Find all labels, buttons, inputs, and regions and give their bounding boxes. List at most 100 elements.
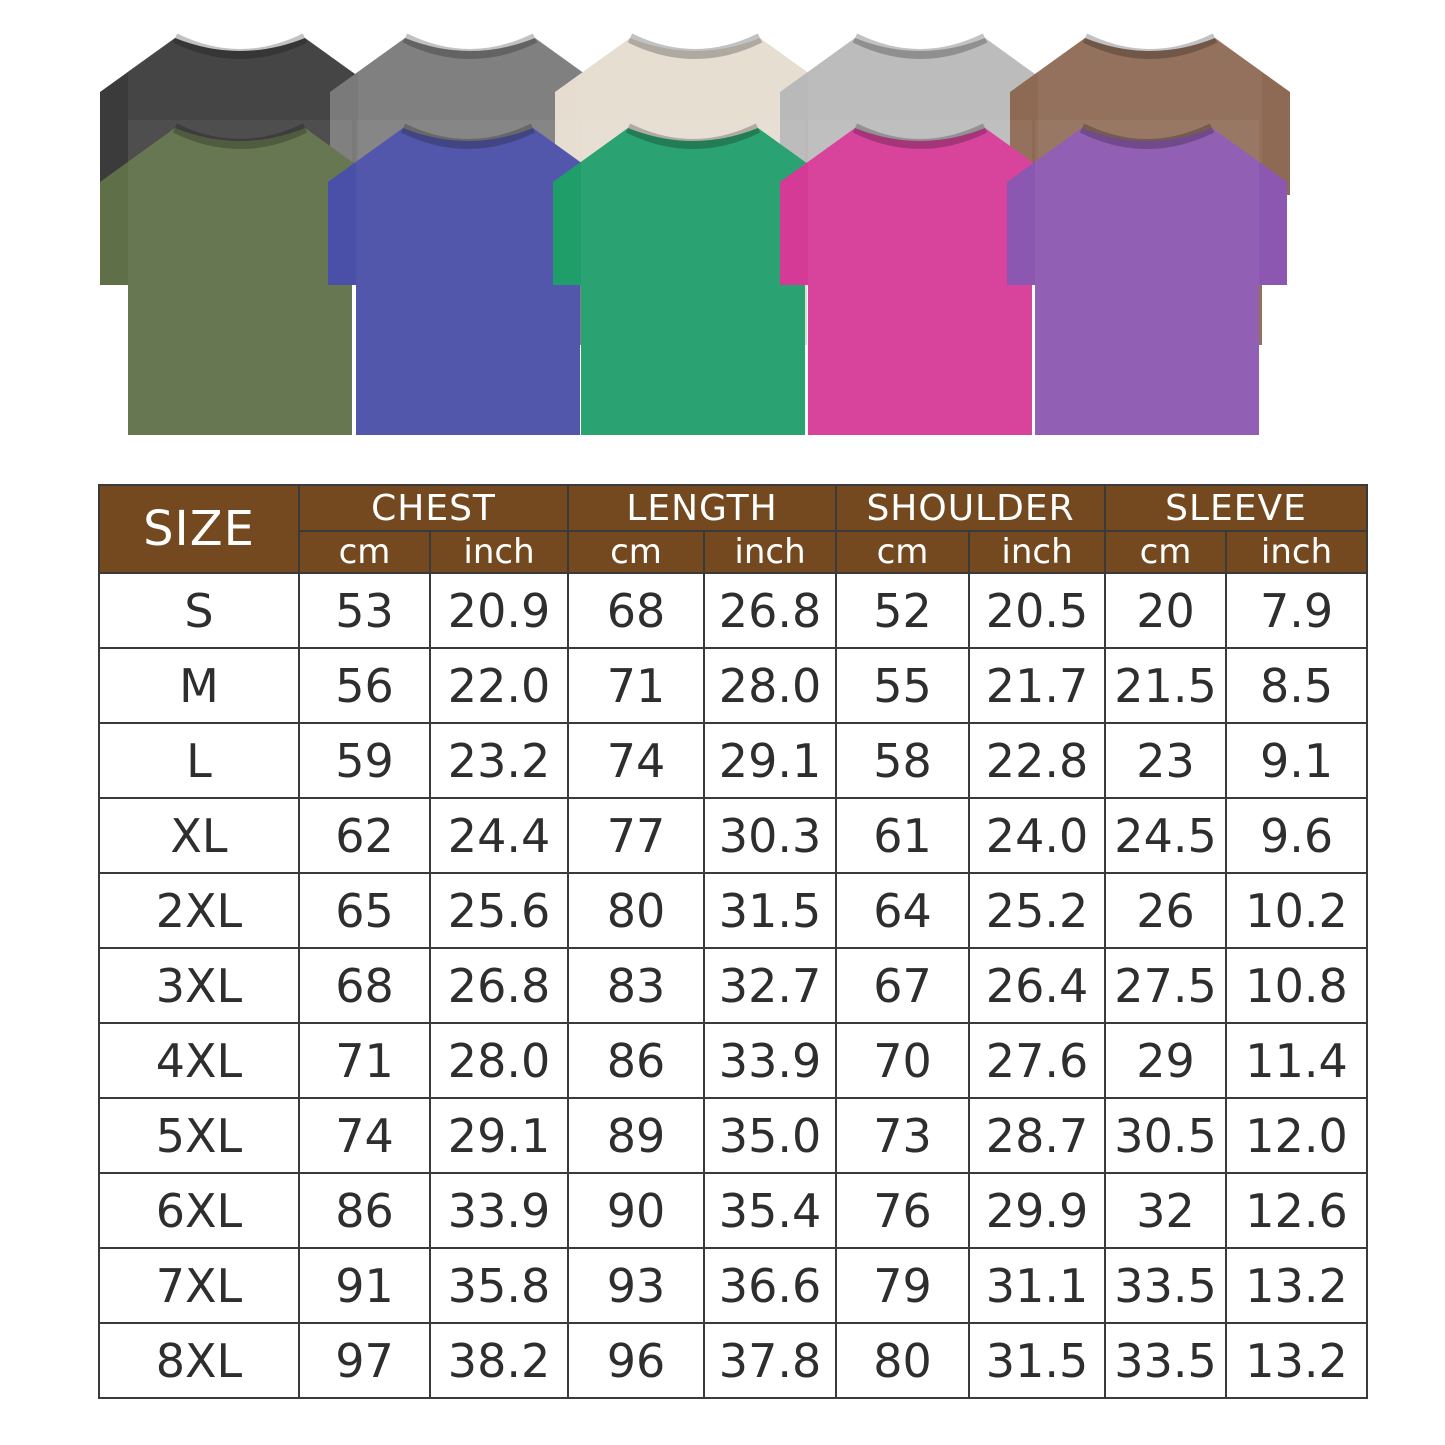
measurement-cell: 25.6 (428, 872, 570, 949)
measurement-cell: 27.6 (968, 1022, 1107, 1099)
measurement-cell: 35.4 (703, 1172, 838, 1249)
measurement-cell: 22.8 (968, 722, 1107, 799)
measurement-cell: 71 (298, 1022, 431, 1099)
unit-cm: cm (835, 530, 970, 574)
measurement-cell: 76 (835, 1172, 971, 1249)
size-cell: M (98, 647, 300, 724)
size-cell: 7XL (98, 1247, 300, 1324)
measurement-cell: 31.5 (703, 872, 838, 949)
size-cell: 6XL (98, 1172, 300, 1249)
measurement-cell: 70 (835, 1022, 971, 1099)
measurement-cell: 80 (835, 1322, 971, 1399)
measurement-cell: 26.8 (428, 947, 570, 1024)
measurement-cell: 74 (298, 1097, 431, 1174)
measurement-cell: 56 (298, 647, 431, 724)
measurement-cell: 67 (835, 947, 971, 1024)
measurement-cell: 29.1 (703, 722, 838, 799)
measurement-cell: 96 (567, 1322, 706, 1399)
shoulder-header: SHOULDER (835, 484, 1107, 532)
unit-cm: cm (298, 530, 431, 574)
measurement-cell: 97 (298, 1322, 431, 1399)
size-cell: 5XL (98, 1097, 300, 1174)
unit-cm: cm (567, 530, 705, 574)
measurement-cell: 64 (835, 872, 971, 949)
tshirt-green (553, 120, 833, 435)
table-row: 5XL 74 29.1 89 35.0 73 28.7 30.5 12.0 (98, 1097, 1369, 1174)
measurement-cell: 27.5 (1104, 947, 1228, 1024)
measurement-cell: 86 (298, 1172, 431, 1249)
size-cell: 3XL (98, 947, 300, 1024)
measurement-cell: 28.7 (968, 1097, 1107, 1174)
size-table-body: S 53 20.9 68 26.8 52 20.5 20 7.9 M 56 22.0 71 28.0 55 2… (98, 572, 1369, 1399)
measurement-cell: 83 (567, 947, 706, 1024)
measurement-cell: 86 (567, 1022, 706, 1099)
measurement-cell: 26 (1104, 872, 1228, 949)
measurement-cell: 71 (567, 647, 706, 724)
measurement-cell: 55 (835, 647, 971, 724)
measurement-cell: 90 (567, 1172, 706, 1249)
measurement-cell: 25.2 (968, 872, 1107, 949)
tshirt-pink (780, 120, 1060, 435)
size-cell: 8XL (98, 1322, 300, 1399)
measurement-cell: 29.1 (428, 1097, 570, 1174)
measurement-cell: 68 (567, 572, 706, 649)
measurement-cell: 30.3 (703, 797, 838, 874)
size-cell: 2XL (98, 872, 300, 949)
chest-header: CHEST (297, 484, 570, 532)
table-row: 6XL 86 33.9 90 35.4 76 29.9 32 12.6 (98, 1172, 1369, 1249)
measurement-cell: 33.9 (703, 1022, 838, 1099)
measurement-cell: 24.5 (1104, 797, 1228, 874)
measurement-cell: 59 (298, 722, 431, 799)
measurement-cell: 33.9 (428, 1172, 570, 1249)
measurement-cell: 62 (298, 797, 431, 874)
tshirt-purple (1007, 120, 1287, 435)
measurement-cell: 93 (567, 1247, 706, 1324)
unit-inch: inch (1225, 530, 1369, 574)
measurement-cell: 21.7 (968, 647, 1107, 724)
measurement-cell: 24.4 (428, 797, 570, 874)
table-row: 7XL 91 35.8 93 36.6 79 31.1 33.5 13.2 (98, 1247, 1369, 1324)
table-row: M 56 22.0 71 28.0 55 21.7 21.5 8.5 (98, 647, 1369, 724)
measurement-cell: 52 (835, 572, 971, 649)
measurement-cell: 79 (835, 1247, 971, 1324)
measurement-cell: 30.5 (1104, 1097, 1228, 1174)
measurement-cell: 12.6 (1225, 1172, 1369, 1249)
measurement-cell: 36.6 (703, 1247, 838, 1324)
measurement-cell: 22.0 (428, 647, 570, 724)
measurement-cell: 28.0 (703, 647, 838, 724)
measurement-cell: 73 (835, 1097, 971, 1174)
measurement-cell: 32 (1104, 1172, 1228, 1249)
measurement-cell: 10.2 (1225, 872, 1369, 949)
measurement-cell: 61 (835, 797, 971, 874)
measurement-cell: 8.5 (1225, 647, 1369, 724)
table-row: 8XL 97 38.2 96 37.8 80 31.5 33.5 13.2 (98, 1322, 1369, 1399)
measurement-cell: 80 (567, 872, 706, 949)
measurement-cell: 58 (835, 722, 971, 799)
size-cell: XL (98, 797, 300, 874)
measurement-cell: 21.5 (1104, 647, 1228, 724)
unit-cm: cm (1104, 530, 1227, 574)
unit-inch: inch (428, 530, 570, 574)
measurement-cell: 9.1 (1225, 722, 1369, 799)
measurement-cell: 31.1 (968, 1247, 1107, 1324)
measurement-cell: 20.9 (428, 572, 570, 649)
measurement-cell: 53 (298, 572, 431, 649)
measurement-cell: 23.2 (428, 722, 570, 799)
size-chart-table: SIZE CHEST LENGTH SHOULDER SLEEVE cm inch… (98, 484, 1369, 1399)
measurement-cell: 9.6 (1225, 797, 1369, 874)
measurement-cell: 7.9 (1225, 572, 1369, 649)
unit-header-row: cm inch cm inch cm inch cm inch (99, 530, 1369, 574)
size-cell: 4XL (98, 1022, 300, 1099)
measurement-cell: 74 (567, 722, 706, 799)
table-row: S 53 20.9 68 26.8 52 20.5 20 7.9 (98, 572, 1369, 649)
measurement-cell: 89 (567, 1097, 706, 1174)
measurement-cell: 10.8 (1225, 947, 1369, 1024)
measurement-cell: 20.5 (968, 572, 1107, 649)
measurement-cell: 13.2 (1225, 1247, 1369, 1324)
measurement-cell: 26.4 (968, 947, 1107, 1024)
measurement-cell: 23 (1104, 722, 1228, 799)
sleeve-header: SLEEVE (1104, 484, 1369, 532)
measurement-cell: 26.8 (703, 572, 838, 649)
measurement-cell: 65 (298, 872, 431, 949)
measurement-cell: 31.5 (968, 1322, 1107, 1399)
